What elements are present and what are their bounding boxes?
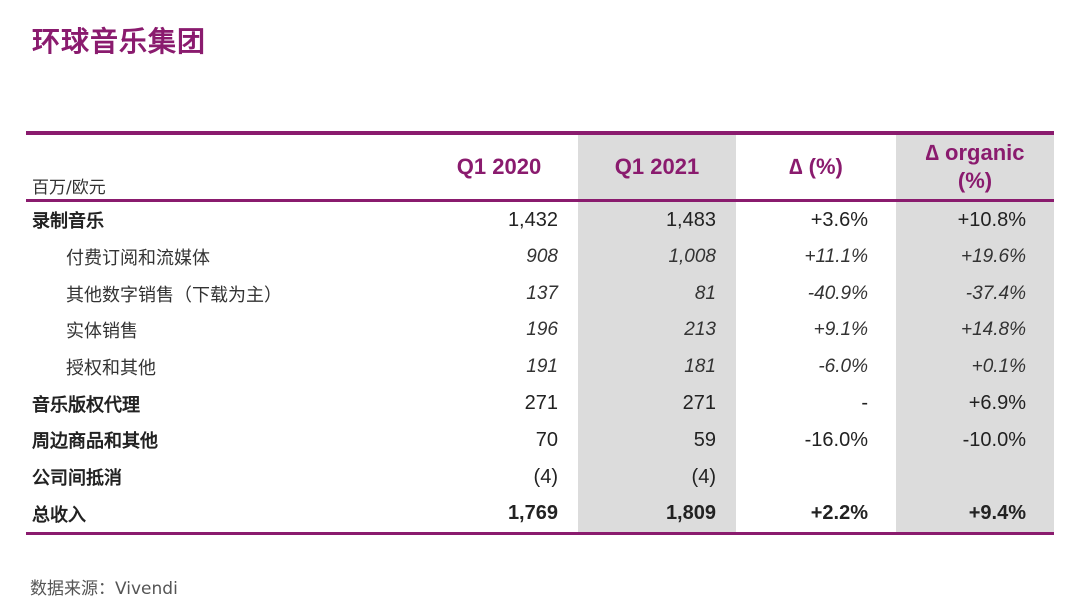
cell-q1-2021: 1,809 xyxy=(665,502,716,525)
table-body: 录制音乐 1,432 1,483 +3.6% +10.8% 付费订阅和流媒体 9… xyxy=(26,202,1054,532)
table-row: 实体销售 196 213 +9.1% +14.8% xyxy=(26,312,1054,349)
table-row: 其他数字销售（下载为主） 137 81 -40.9% -37.4% xyxy=(26,275,1054,312)
cell-delta: -6.0% xyxy=(818,356,868,378)
column-header-q1-2020: Q1 2020 xyxy=(456,154,542,179)
cell-q1-2020: 191 xyxy=(526,356,558,378)
cell-delta: +2.2% xyxy=(810,502,868,525)
table-header: 百万/欧元 Q1 2020 Q1 2021 ∆ (%) ∆ organic (%… xyxy=(26,135,1054,199)
table-top-rule xyxy=(26,131,1054,135)
cell-q1-2021: 181 xyxy=(684,356,716,378)
page-title: 环球音乐集团 xyxy=(32,25,207,58)
table-row-total: 总收入 1,769 1,809 +2.2% +9.4% xyxy=(26,496,1054,533)
row-label: 录制音乐 xyxy=(32,211,104,233)
cell-q1-2021: 1,008 xyxy=(668,246,716,268)
cell-organic: -37.4% xyxy=(965,282,1026,304)
cell-organic: +10.8% xyxy=(957,208,1026,231)
cell-organic: +0.1% xyxy=(971,356,1026,378)
table-row: 周边商品和其他 70 59 -16.0% -10.0% xyxy=(26,422,1054,459)
cell-organic: +9.4% xyxy=(968,502,1026,525)
row-label: 周边商品和其他 xyxy=(32,431,158,453)
cell-delta xyxy=(736,459,868,496)
cell-delta: +3.6% xyxy=(810,208,868,231)
header-rule xyxy=(26,199,1054,202)
cell-q1-2020: 908 xyxy=(526,246,558,268)
table-row: 付费订阅和流媒体 908 1,008 +11.1% +19.6% xyxy=(26,239,1054,276)
row-label: 音乐版权代理 xyxy=(32,394,140,416)
row-label: 实体销售 xyxy=(66,321,138,343)
cell-q1-2021: (4) xyxy=(691,465,716,488)
column-header-organic: ∆ organic (%) xyxy=(925,140,1025,193)
unit-label: 百万/欧元 xyxy=(32,178,106,198)
cell-q1-2021: 1,483 xyxy=(665,208,716,231)
table-row: 音乐版权代理 271 271 - +6.9% xyxy=(26,385,1054,422)
cell-organic: +6.9% xyxy=(968,392,1026,415)
cell-q1-2020: 70 xyxy=(535,428,558,451)
row-label: 授权和其他 xyxy=(66,358,156,380)
cell-q1-2021: 59 xyxy=(693,428,716,451)
source-note: 数据来源：Vivendi xyxy=(30,579,178,599)
table-bottom-rule xyxy=(26,532,1054,536)
cell-delta: +9.1% xyxy=(813,319,868,341)
row-label: 公司间抵消 xyxy=(32,468,122,490)
cell-q1-2020: 137 xyxy=(526,282,558,304)
cell-delta: -40.9% xyxy=(807,282,868,304)
cell-organic: -10.0% xyxy=(962,428,1026,451)
cell-q1-2020: 271 xyxy=(524,392,558,415)
revenue-table: 百万/欧元 Q1 2020 Q1 2021 ∆ (%) ∆ organic (%… xyxy=(26,131,1054,536)
cell-q1-2020: 1,432 xyxy=(507,208,558,231)
cell-q1-2020: 1,769 xyxy=(507,502,558,525)
column-header-delta: ∆ (%) xyxy=(789,154,843,179)
cell-organic: +19.6% xyxy=(961,246,1026,268)
cell-delta: -16.0% xyxy=(804,428,868,451)
cell-organic: +14.8% xyxy=(961,319,1026,341)
cell-q1-2020: 196 xyxy=(526,319,558,341)
cell-q1-2021: 81 xyxy=(694,282,716,304)
row-label: 付费订阅和流媒体 xyxy=(66,248,210,270)
row-label: 其他数字销售（下载为主） xyxy=(66,284,282,306)
table-row: 录制音乐 1,432 1,483 +3.6% +10.8% xyxy=(26,202,1054,239)
cell-q1-2020: (4) xyxy=(533,465,558,488)
cell-q1-2021: 271 xyxy=(682,392,716,415)
cell-delta: - xyxy=(861,392,868,415)
cell-organic xyxy=(896,459,1026,496)
table-row: 授权和其他 191 181 -6.0% +0.1% xyxy=(26,349,1054,386)
table-row: 公司间抵消 (4) (4) xyxy=(26,459,1054,496)
column-header-q1-2021: Q1 2021 xyxy=(614,154,700,179)
cell-q1-2021: 213 xyxy=(684,319,716,341)
cell-delta: +11.1% xyxy=(804,246,868,268)
row-label: 总收入 xyxy=(32,504,86,526)
